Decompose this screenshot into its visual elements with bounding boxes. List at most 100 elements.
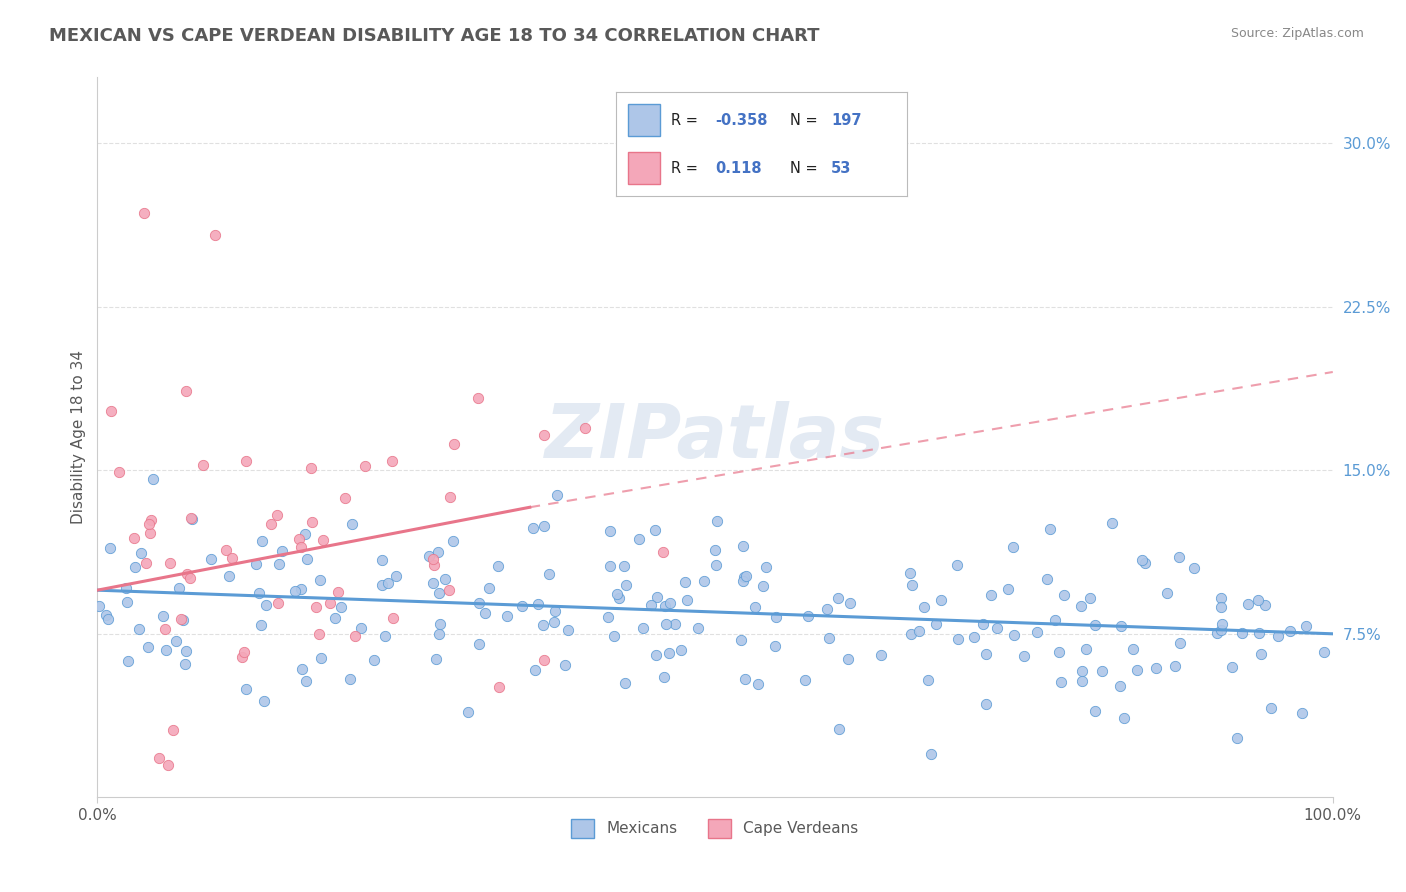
Point [377,576,399,591]
Point [908,624,931,638]
Point [443,436,465,450]
Point [1053,588,1076,602]
Point [134,205,156,219]
Point [827,591,849,605]
Point [538,566,561,581]
Point [974,697,997,711]
Point [603,629,626,643]
Point [96,607,118,622]
Point [1278,624,1301,638]
Point [1039,523,1062,537]
Point [706,514,728,528]
Point [522,521,544,535]
Point [1209,591,1232,605]
Point [925,617,948,632]
Point [706,558,728,572]
Point [256,599,278,613]
Point [1236,597,1258,611]
Point [172,613,194,627]
Point [371,578,394,592]
Point [533,653,555,667]
Point [1291,706,1313,721]
Point [271,544,294,558]
Point [1182,561,1205,575]
Point [100,404,122,418]
Point [423,558,446,572]
Point [250,534,273,549]
Point [1230,626,1253,640]
Point [128,622,150,636]
Point [204,227,226,242]
Point [381,454,404,468]
Point [599,524,621,538]
Legend: Mexicans, Cape Verdeans: Mexicans, Cape Verdeans [565,813,865,844]
Point [295,552,318,566]
Point [546,488,568,502]
Point [676,592,699,607]
Point [157,757,180,772]
Point [124,560,146,574]
Point [252,694,274,708]
Point [247,586,270,600]
Point [596,609,619,624]
Point [533,427,555,442]
Point [495,608,517,623]
Point [1002,628,1025,642]
Point [527,597,550,611]
Point [170,613,193,627]
Point [353,458,375,473]
Point [138,516,160,531]
Point [658,596,681,610]
Point [1170,636,1192,650]
Point [1126,663,1149,677]
Point [176,567,198,582]
Point [117,655,139,669]
Point [299,461,322,475]
Point [1084,705,1107,719]
Point [179,571,201,585]
Point [129,546,152,560]
Point [174,384,197,398]
Point [260,516,283,531]
Point [96,612,118,626]
Point [180,512,202,526]
Point [1226,731,1249,745]
Point [294,527,316,541]
Point [284,584,307,599]
Point [734,672,756,686]
Point [815,601,838,615]
Point [374,630,396,644]
Point [1295,619,1317,633]
Point [1164,659,1187,673]
Point [245,557,267,571]
Point [1090,664,1112,678]
Point [174,657,197,672]
Point [350,621,373,635]
Point [673,575,696,590]
Point [290,540,312,554]
Point [100,541,122,556]
Point [1025,625,1047,640]
Point [1043,613,1066,627]
Point [900,578,922,592]
Point [319,596,342,610]
Point [323,611,346,625]
Point [418,549,440,564]
Point [692,574,714,588]
Point [599,559,621,574]
Point [330,599,353,614]
Point [920,747,942,761]
Point [429,616,451,631]
Point [221,550,243,565]
Point [1109,618,1132,632]
Point [468,596,491,610]
Point [218,568,240,582]
Point [139,525,162,540]
Point [439,491,461,505]
Point [1144,661,1167,675]
Point [1070,599,1092,614]
Point [557,624,579,638]
Point [339,672,361,686]
Point [1246,593,1268,607]
Point [215,543,238,558]
